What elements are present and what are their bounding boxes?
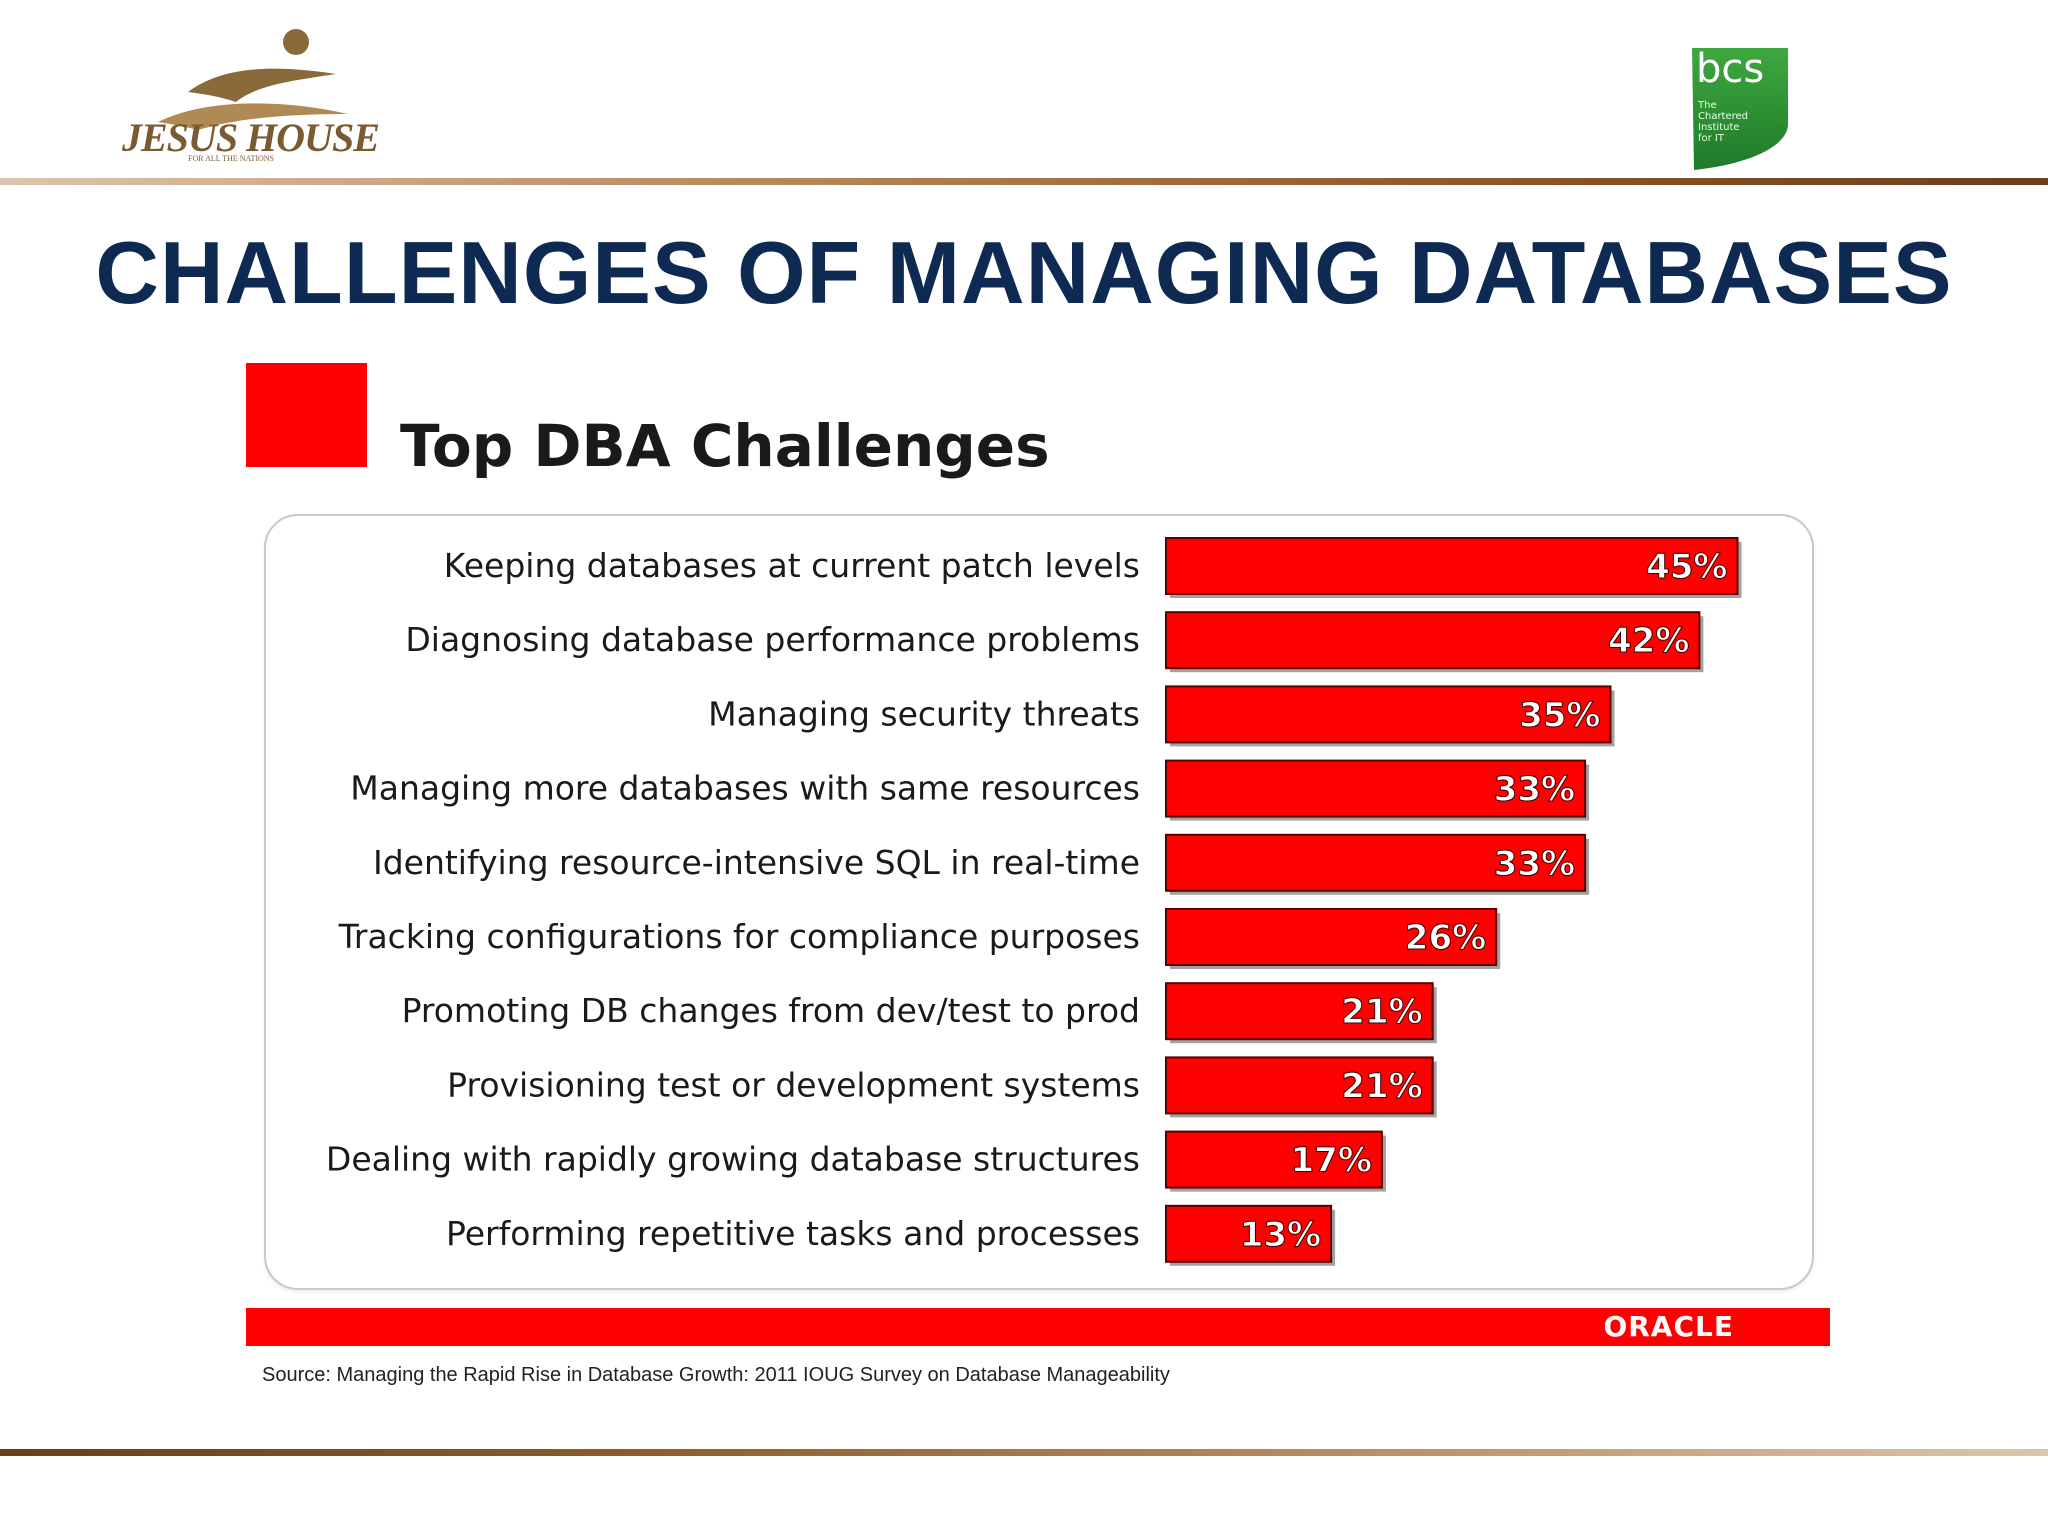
category-label: Keeping databases at current patch level… bbox=[444, 546, 1140, 585]
chart-title: Top DBA Challenges bbox=[400, 412, 1050, 480]
data-label: 21% bbox=[1341, 992, 1422, 1032]
bcs-sub-line: for IT bbox=[1698, 133, 1724, 144]
bcs-sub-line: The bbox=[1698, 100, 1717, 111]
bar bbox=[1165, 982, 1434, 1041]
oracle-logo: ORACLE bbox=[1603, 1310, 1734, 1343]
footer-bar: ORACLE bbox=[246, 1308, 1830, 1346]
data-label: 33% bbox=[1494, 770, 1575, 810]
category-label: Dealing with rapidly growing database st… bbox=[326, 1140, 1140, 1179]
data-label: 21% bbox=[1341, 1066, 1422, 1106]
bar bbox=[1165, 685, 1612, 744]
data-label: 42% bbox=[1608, 621, 1689, 661]
category-label: Managing more databases with same resour… bbox=[350, 769, 1140, 808]
category-label: Identifying resource-intensive SQL in re… bbox=[373, 843, 1140, 882]
bar bbox=[1165, 1204, 1333, 1263]
data-label: 35% bbox=[1519, 695, 1600, 735]
bar bbox=[1165, 759, 1587, 818]
category-label: Provisioning test or development systems bbox=[447, 1065, 1140, 1104]
bcs-sub-line: Chartered bbox=[1698, 111, 1749, 122]
top-divider bbox=[0, 178, 2048, 185]
bar bbox=[1165, 1130, 1383, 1189]
bar bbox=[1165, 833, 1587, 892]
source-note: Source: Managing the Rapid Rise in Datab… bbox=[262, 1364, 1170, 1386]
bar bbox=[1165, 537, 1739, 595]
bcs-wordmark: bcs bbox=[1696, 46, 1765, 92]
category-label: Diagnosing database performance problems bbox=[405, 620, 1140, 659]
jesus-house-logo: JESUS HOUSE FOR ALL THE NATIONS bbox=[118, 22, 388, 172]
logo-left-tagline: FOR ALL THE NATIONS bbox=[188, 154, 275, 163]
bcs-logo: bcs The Chartered Institute for IT bbox=[1690, 46, 1790, 172]
data-label: 17% bbox=[1291, 1141, 1372, 1181]
category-label: Managing security threats bbox=[708, 694, 1140, 733]
logo-left-text: JESUS HOUSE bbox=[122, 115, 380, 160]
title-accent-square bbox=[246, 363, 367, 467]
bcs-subtitle: The Chartered Institute for IT bbox=[1698, 100, 1748, 144]
bottom-divider bbox=[0, 1449, 2048, 1456]
bar bbox=[1165, 1056, 1434, 1115]
data-label: 45% bbox=[1646, 547, 1727, 587]
bcs-sub-line: Institute bbox=[1698, 122, 1740, 133]
data-label: 26% bbox=[1405, 918, 1486, 958]
bar bbox=[1165, 611, 1701, 670]
category-label: Tracking configurations for compliance p… bbox=[338, 917, 1140, 956]
category-label: Performing repetitive tasks and processe… bbox=[446, 1214, 1140, 1253]
runner-icon bbox=[158, 29, 348, 130]
shield-icon bbox=[1692, 48, 1788, 170]
bar bbox=[1165, 908, 1498, 966]
slide-title: CHALLENGES OF MANAGING DATABASES bbox=[95, 223, 1953, 322]
data-label: 13% bbox=[1240, 1215, 1321, 1255]
category-label: Promoting DB changes from dev/test to pr… bbox=[402, 991, 1140, 1030]
data-label: 33% bbox=[1494, 844, 1575, 884]
